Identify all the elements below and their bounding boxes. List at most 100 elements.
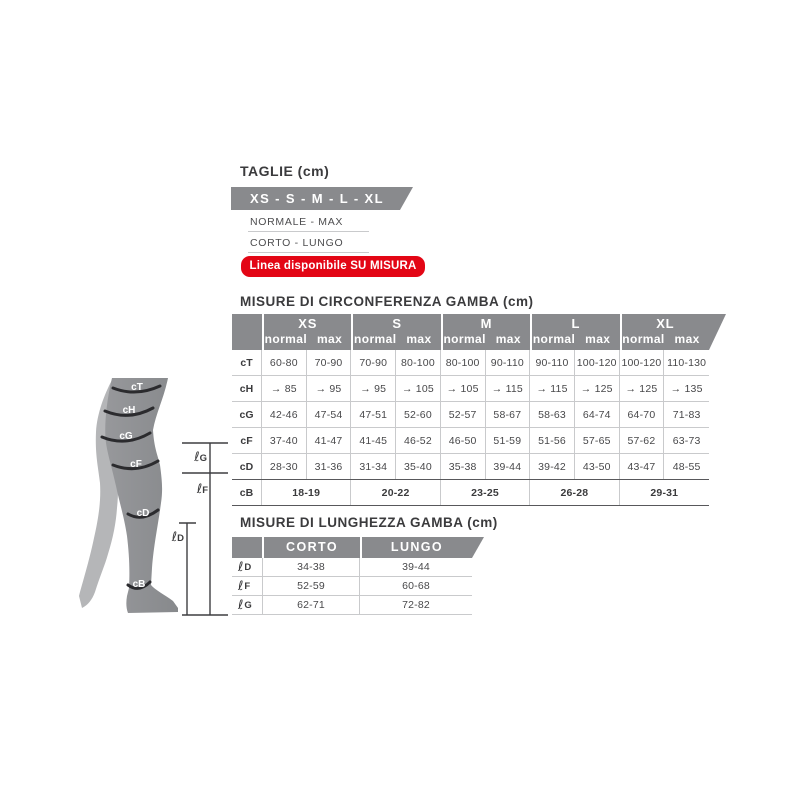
header-slant-edge	[709, 314, 726, 350]
band-label-cH: cH	[123, 405, 136, 416]
value-cell: 34-38	[263, 558, 360, 576]
length-letter: G	[244, 599, 252, 611]
subheader-normal: normal	[532, 332, 576, 346]
value-cell: → 95	[351, 376, 397, 401]
value-cell: 64-74	[575, 402, 620, 427]
divider	[248, 231, 369, 232]
band-label-cT: cT	[131, 382, 143, 393]
header-spacer	[232, 537, 262, 558]
band-arc-cG	[100, 431, 152, 443]
value-cell: 48-55	[672, 460, 701, 473]
row-label: cG	[232, 402, 262, 427]
value-cell: → 125	[620, 376, 665, 401]
value-cell: 70-90	[351, 350, 397, 375]
row-label: cT	[232, 350, 262, 375]
table-row-cG: cG 42-46 47-54 47-51 52-60 52-57 58-67 5…	[232, 402, 709, 428]
value-cell: 90-110	[530, 350, 575, 375]
band-arc-cD	[126, 508, 160, 519]
value-cell: 51-59	[486, 428, 531, 453]
value-cell: → 95	[307, 376, 352, 401]
option-normale-max: NORMALE - MAX	[250, 216, 344, 228]
value-cell: 39-44	[486, 454, 531, 479]
value-cell: 52-60	[396, 402, 441, 427]
band-label-cG: cG	[119, 431, 133, 442]
circumference-table: XS normal max S normal max M normal max L n…	[232, 314, 726, 506]
value-cell: 35-38	[441, 454, 486, 479]
value-cell: 47-51	[351, 402, 397, 427]
value-cell: 43-47	[620, 454, 665, 479]
value-cell: 28-30	[262, 454, 307, 479]
value-cell: 58-67	[486, 402, 531, 427]
value-cell: 43-50	[575, 454, 620, 479]
value-cell: 63-73	[672, 434, 701, 447]
custom-line-badge: Linea disponibile SU MISURA	[241, 256, 425, 277]
size-label: M	[480, 316, 493, 331]
size-label: XS	[298, 316, 318, 331]
value-cell: 42-46	[262, 402, 307, 427]
size-label: L	[571, 316, 581, 331]
value-cell: 52-59	[263, 577, 360, 595]
circumference-table-header: XS normal max S normal max M normal max L n…	[232, 314, 726, 350]
value-cell: 60-80	[262, 350, 307, 375]
value-cell: 64-70	[620, 402, 665, 427]
value-cell: 100-120	[620, 350, 665, 375]
value-cell: 80-100	[396, 350, 441, 375]
subheader-normal: normal	[264, 332, 308, 346]
value-cell: 23-25	[441, 480, 531, 505]
length-label-lG: ℓG	[193, 450, 207, 465]
band-label-cF: cF	[130, 459, 142, 470]
table-row-cB: cB 18-19 20-22 23-25 26-28 29-31	[232, 479, 709, 506]
size-group-xl: XL normal max	[621, 314, 709, 350]
value-cell: 39-42	[530, 454, 575, 479]
value-cell: → 85	[262, 376, 307, 401]
size-group-m: M normal max	[442, 314, 531, 350]
size-group-l: L normal max	[532, 314, 620, 350]
value-cell: 20-22	[351, 480, 441, 505]
subheader-max: max	[585, 332, 611, 346]
value-cell: → 115	[486, 376, 531, 401]
band-label-cB: cB	[133, 579, 146, 590]
option-corto-lungo: CORTO - LUNGO	[250, 237, 344, 249]
circumference-title: MISURE DI CIRCONFERENZA GAMBA (cm)	[240, 294, 534, 309]
value-cell: → 105	[396, 376, 441, 401]
subheader-normal: normal	[622, 332, 665, 346]
value-cell: 70-90	[307, 350, 352, 375]
size-group-s: S normal max	[353, 314, 441, 350]
length-label-lD: ℓD	[171, 530, 184, 545]
length-table-header: CORTO LUNGO	[232, 537, 484, 558]
row-label: cH	[232, 376, 262, 401]
value-cell: 57-65	[575, 428, 620, 453]
sizes-banner: XS - S - M - L - XL	[231, 187, 413, 210]
length-label-lF: ℓF	[196, 482, 208, 497]
value-cell: 39-44	[402, 561, 430, 573]
size-label: XL	[656, 316, 675, 331]
value-cell: → 135	[670, 382, 703, 395]
subheader-max: max	[495, 332, 521, 346]
table-row-cD: cD 28-30 31-36 31-34 35-40 35-38 39-44 3…	[232, 454, 709, 479]
size-label: S	[392, 316, 402, 331]
value-cell: 57-62	[620, 428, 665, 453]
table-row-cT: cT 60-80 70-90 70-90 80-100 80-100 90-11…	[232, 350, 709, 376]
subheader-normal: normal	[443, 332, 486, 346]
header-spacer	[232, 314, 262, 350]
value-cell: 46-52	[396, 428, 441, 453]
value-cell: 80-100	[441, 350, 486, 375]
value-cell: → 115	[530, 376, 575, 401]
value-cell: 41-45	[351, 428, 397, 453]
value-cell: 58-63	[530, 402, 575, 427]
band-arc-cT	[111, 384, 162, 394]
subheader-max: max	[674, 332, 700, 346]
row-label: cB	[232, 480, 262, 505]
band-label-cD: cD	[137, 508, 150, 519]
subheader-max: max	[316, 332, 343, 346]
length-symbol: ℓ	[238, 597, 244, 613]
subheader-max: max	[406, 332, 432, 346]
leg-front-silhouette	[105, 378, 178, 613]
value-cell: 62-71	[263, 596, 360, 614]
value-cell: 37-40	[262, 428, 307, 453]
length-letter: D	[244, 561, 252, 573]
